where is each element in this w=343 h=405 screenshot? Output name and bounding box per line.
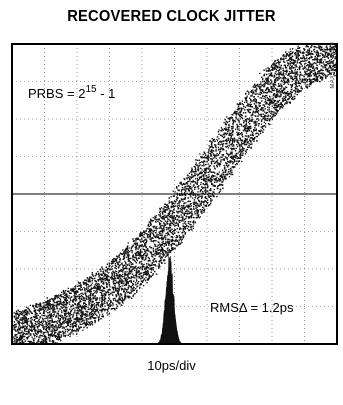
jitter-trace xyxy=(13,45,338,345)
figure-code: MAX3874 toc08 xyxy=(330,42,336,89)
jitter-histogram xyxy=(151,256,188,345)
prbs-prefix: PRBS = 2 xyxy=(28,86,85,101)
prbs-annotation: PRBS = 215 - 1 xyxy=(28,84,115,101)
prbs-exponent: 15 xyxy=(85,84,97,95)
plot-frame xyxy=(11,43,338,345)
x-axis-label: 10ps/div xyxy=(147,358,196,373)
chart-title: RECOVERED CLOCK JITTER xyxy=(67,8,276,25)
prbs-suffix: - 1 xyxy=(97,86,116,101)
rms-annotation: RMSΔ = 1.2ps xyxy=(210,300,294,315)
